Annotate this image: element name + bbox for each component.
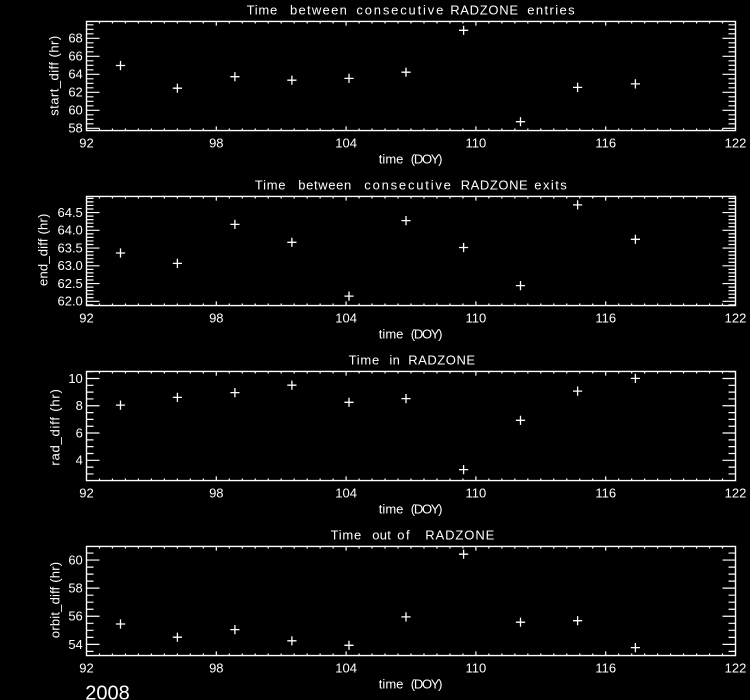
svg-text:(DOY): (DOY): [411, 326, 443, 341]
svg-text:time: time: [379, 501, 404, 516]
svg-text:Time: Time: [255, 178, 286, 193]
svg-text:end_diff (hr): end_diff (hr): [36, 214, 51, 286]
svg-text:68: 68: [68, 31, 82, 46]
svg-text:exits: exits: [534, 178, 567, 193]
svg-text:98: 98: [209, 136, 223, 151]
svg-text:RADZONE: RADZONE: [461, 178, 528, 193]
svg-text:4: 4: [76, 453, 83, 468]
svg-text:92: 92: [79, 486, 93, 501]
svg-text:time: time: [379, 326, 404, 341]
svg-text:98: 98: [209, 311, 223, 326]
svg-text:58: 58: [68, 581, 82, 596]
svg-text:62: 62: [68, 85, 82, 100]
svg-text:63.5: 63.5: [57, 240, 82, 255]
svg-text:consecutive: consecutive: [356, 3, 443, 18]
svg-text:116: 116: [595, 311, 616, 326]
svg-text:8: 8: [76, 398, 83, 413]
svg-text:(DOY): (DOY): [411, 151, 443, 166]
svg-text:66: 66: [68, 49, 82, 64]
svg-text:62.0: 62.0: [57, 294, 82, 309]
svg-text:110: 110: [466, 136, 487, 151]
svg-text:54: 54: [68, 637, 82, 652]
svg-text:Time: Time: [349, 353, 380, 368]
svg-text:104: 104: [335, 136, 357, 151]
svg-text:2008: 2008: [85, 683, 130, 700]
svg-text:of: of: [397, 528, 410, 543]
svg-text:122: 122: [725, 486, 747, 501]
svg-text:58: 58: [68, 121, 82, 136]
svg-text:in: in: [389, 353, 399, 368]
svg-text:between: between: [298, 178, 351, 193]
svg-text:104: 104: [335, 486, 357, 501]
svg-text:56: 56: [68, 609, 82, 624]
svg-text:consecutive: consecutive: [364, 178, 451, 193]
svg-text:(DOY): (DOY): [411, 676, 443, 691]
svg-text:116: 116: [595, 486, 616, 501]
svg-text:60: 60: [68, 552, 82, 567]
svg-text:entries: entries: [527, 3, 575, 18]
svg-text:orbit_diff (hr): orbit_diff (hr): [48, 562, 63, 638]
svg-text:6: 6: [76, 425, 83, 440]
svg-text:122: 122: [725, 661, 747, 676]
svg-text:116: 116: [595, 136, 616, 151]
svg-text:64.0: 64.0: [57, 223, 82, 238]
svg-text:110: 110: [466, 486, 487, 501]
svg-text:RADZONE: RADZONE: [450, 3, 518, 18]
svg-text:start_diff (hr): start_diff (hr): [46, 36, 61, 116]
svg-text:110: 110: [466, 661, 487, 676]
svg-text:62.5: 62.5: [57, 276, 82, 291]
svg-text:RADZONE: RADZONE: [425, 528, 494, 543]
svg-text:104: 104: [335, 661, 357, 676]
svg-text:time: time: [379, 676, 404, 691]
svg-text:92: 92: [79, 311, 93, 326]
svg-text:out: out: [372, 528, 391, 543]
svg-text:92: 92: [79, 661, 93, 676]
svg-text:110: 110: [466, 311, 487, 326]
svg-text:122: 122: [725, 311, 747, 326]
svg-text:10: 10: [68, 371, 82, 386]
svg-text:time: time: [379, 151, 404, 166]
svg-text:64.5: 64.5: [57, 205, 82, 220]
svg-text:rad_diff (hr): rad_diff (hr): [47, 389, 62, 466]
svg-text:63.0: 63.0: [57, 258, 82, 273]
svg-text:98: 98: [209, 661, 223, 676]
svg-text:between: between: [290, 3, 347, 18]
svg-text:92: 92: [79, 136, 93, 151]
svg-text:60: 60: [68, 103, 82, 118]
svg-text:98: 98: [209, 486, 223, 501]
svg-text:104: 104: [335, 311, 357, 326]
svg-text:Time: Time: [331, 528, 362, 543]
svg-text:116: 116: [595, 661, 616, 676]
svg-text:RADZONE: RADZONE: [408, 353, 475, 368]
svg-text:64: 64: [68, 67, 82, 82]
svg-text:Time: Time: [247, 3, 278, 18]
svg-text:(DOY): (DOY): [411, 501, 443, 516]
svg-text:122: 122: [725, 136, 747, 151]
